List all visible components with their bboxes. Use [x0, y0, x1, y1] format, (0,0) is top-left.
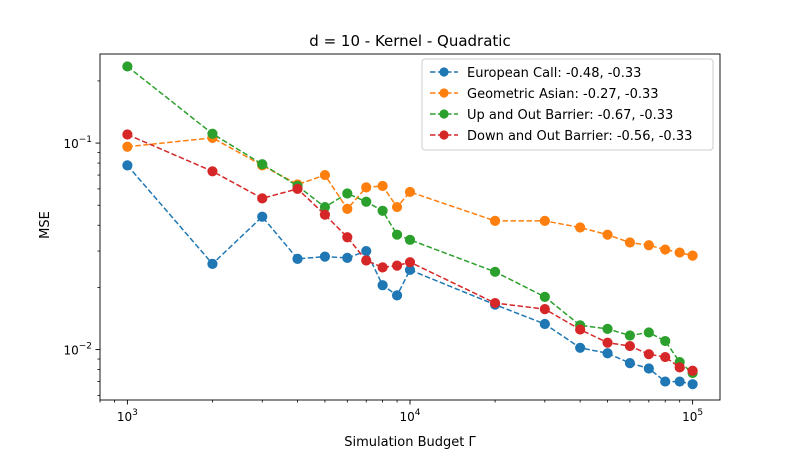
- y-axis-label: MSE: [38, 211, 53, 239]
- x-tick-label: 103: [117, 408, 138, 424]
- data-point: [257, 159, 268, 170]
- axes-frame: [99, 53, 721, 401]
- data-point: [391, 229, 403, 240]
- data-point: [257, 193, 268, 204]
- data-point: [660, 335, 671, 347]
- data-point: [122, 129, 133, 140]
- data-point: [391, 290, 403, 301]
- data-point: [404, 186, 416, 198]
- plot-area: 103 104 105 10−2 10−1: [63, 53, 721, 424]
- data-point: [489, 266, 501, 277]
- data-point: [602, 348, 613, 359]
- series-1: [122, 160, 698, 390]
- legend-label: Geometric Asian: -0.27, -0.33: [467, 87, 659, 102]
- legend-marker: [439, 88, 449, 98]
- data-point: [319, 209, 331, 220]
- x-tick-label: 105: [682, 408, 703, 424]
- legend-box: [421, 58, 714, 151]
- data-point: [361, 245, 372, 257]
- data-point: [660, 244, 671, 255]
- data-point: [575, 342, 586, 353]
- data-point: [624, 237, 636, 248]
- data-point: [377, 180, 388, 192]
- data-point: [319, 169, 331, 181]
- data-point: [391, 201, 403, 213]
- data-point: [643, 349, 654, 360]
- data-point: [319, 251, 331, 262]
- legend-label: Down and Out Barrier: -0.56, -0.33: [467, 129, 692, 144]
- series-2: [122, 132, 698, 261]
- data-point: [602, 337, 613, 348]
- data-point: [575, 324, 586, 335]
- y-tick-label: 10−2: [63, 342, 92, 358]
- data-point: [292, 183, 303, 194]
- x-tick-label: 104: [399, 408, 420, 424]
- data-point: [377, 280, 388, 291]
- data-point: [674, 247, 685, 258]
- data-point: [643, 327, 654, 338]
- data-point: [660, 376, 671, 387]
- data-point: [660, 351, 671, 363]
- data-point: [539, 304, 550, 315]
- data-point: [342, 232, 353, 243]
- data-point: [575, 222, 586, 233]
- legend-marker: [439, 130, 449, 140]
- x-axis-label: Simulation Budget Γ: [344, 435, 476, 450]
- data-point: [674, 362, 685, 373]
- data-point: [643, 240, 654, 251]
- data-point: [539, 291, 550, 302]
- data-point: [207, 128, 218, 139]
- data-point: [207, 166, 218, 177]
- data-point: [489, 297, 501, 309]
- legend-item: Down and Out Barrier: -0.56, -0.33: [430, 129, 692, 144]
- data-point: [342, 188, 353, 199]
- data-point: [602, 323, 613, 334]
- legend-label: European Call: -0.48, -0.33: [467, 66, 641, 81]
- legend: European Call: -0.48, -0.33 Geometric Asi…: [421, 58, 714, 151]
- legend-marker: [439, 67, 449, 77]
- data-point: [342, 252, 353, 263]
- data-point: [377, 205, 388, 216]
- data-point: [624, 358, 636, 369]
- legend-item: Geometric Asian: -0.27, -0.33: [430, 87, 659, 102]
- data-point: [602, 229, 613, 240]
- data-point: [122, 160, 133, 171]
- y-tick-label: 10−1: [63, 135, 92, 151]
- data-point: [207, 258, 218, 269]
- data-point: [404, 234, 416, 245]
- data-point: [489, 215, 501, 226]
- series-4: [122, 129, 698, 376]
- data-point: [361, 255, 372, 266]
- data-point: [624, 340, 636, 352]
- data-point: [687, 365, 698, 376]
- data-point: [404, 257, 416, 268]
- data-point: [122, 141, 133, 152]
- data-point: [687, 379, 698, 390]
- data-point: [539, 215, 550, 226]
- legend-item: Up and Out Barrier: -0.67, -0.33: [430, 108, 673, 123]
- legend-marker: [439, 109, 449, 119]
- data-point: [643, 363, 654, 374]
- data-point: [292, 253, 303, 264]
- data-point: [377, 262, 388, 273]
- chart-title: d = 10 - Kernel - Quadratic: [309, 32, 510, 50]
- data-point: [624, 330, 636, 341]
- data-point: [257, 211, 268, 222]
- data-point: [687, 250, 698, 261]
- data-point: [674, 376, 685, 387]
- legend-item: European Call: -0.48, -0.33: [430, 66, 641, 81]
- data-point: [391, 260, 403, 271]
- data-point: [361, 196, 372, 207]
- data-point: [361, 182, 372, 193]
- legend-label: Up and Out Barrier: -0.67, -0.33: [467, 108, 673, 123]
- data-point: [539, 318, 550, 330]
- data-point: [342, 203, 353, 215]
- data-point: [122, 61, 133, 72]
